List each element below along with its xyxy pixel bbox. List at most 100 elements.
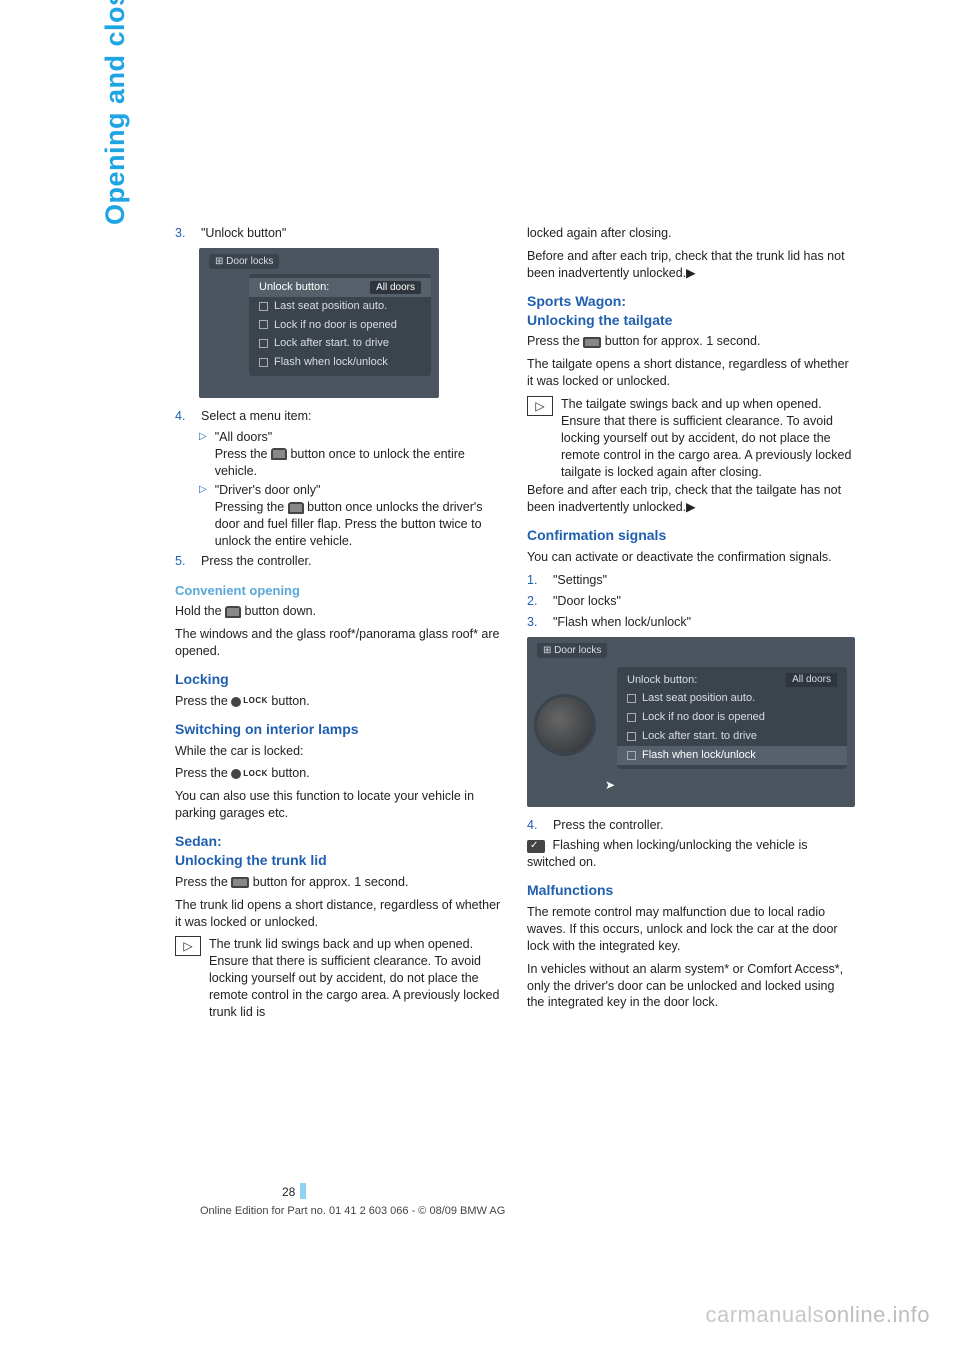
screenshot-tab: ⊞ Door locks [537, 643, 607, 659]
checkmark-icon [527, 840, 545, 853]
unlock-icon [225, 606, 241, 618]
step-text: "Flash when lock/unlock" [553, 614, 691, 631]
menu-row: Lock if no door is opened [617, 708, 847, 727]
step-4: 4.Press the controller. [527, 817, 855, 834]
watermark-part-b: online.info [824, 1302, 930, 1327]
page-number: 28 [282, 1185, 295, 1199]
screenshot-tab: ⊞ Door locks [209, 254, 279, 270]
end-mark-icon: ◀ [686, 265, 696, 282]
caution-icon: ▷ [527, 396, 553, 416]
text-fragment: Press the [215, 447, 271, 461]
body-text: The remote control may malfunction due t… [527, 904, 855, 955]
idrive-screenshot-1: ⊞ Door locks Unlock button: All doors La… [199, 248, 439, 398]
left-column: 3. "Unlock button" ⊞ Door locks Unlock b… [175, 225, 503, 1023]
heading-interior-lamps: Switching on interior lamps [175, 720, 503, 739]
step-1: 1. "Settings" [527, 572, 855, 589]
step-text: "Unlock button" [201, 225, 286, 242]
checkbox-icon [259, 320, 268, 329]
checkbox-icon [627, 694, 636, 703]
right-column: locked again after closing. Before and a… [527, 225, 855, 1023]
row-label: Unlock button: [259, 280, 329, 295]
checkbox-icon [259, 302, 268, 311]
text-fragment: button down. [241, 604, 316, 618]
screenshot-menu: Unlock button: All doors Last seat posit… [249, 274, 431, 376]
row-value: All doors [370, 281, 421, 295]
text-fragment: Before and after each trip, check that t… [527, 483, 841, 514]
heading-convenient-opening: Convenient opening [175, 582, 503, 600]
caution-icon: ▷ [175, 936, 201, 956]
bullet-drivers-door: ▷ "Driver's door only" Pressing the butt… [199, 482, 503, 550]
row-value: All doors [786, 673, 837, 687]
step-4: 4. Select a menu item: [175, 408, 503, 425]
page-content: 3. "Unlock button" ⊞ Door locks Unlock b… [175, 225, 855, 1023]
step-number: 4. [175, 408, 191, 425]
row-label: Unlock button: [627, 673, 697, 688]
lock-button-icon: LOCK [231, 769, 268, 780]
body-text: Before and after each trip, check that t… [527, 248, 855, 282]
text-fragment: button. [268, 694, 310, 708]
page-number-bar [300, 1183, 306, 1199]
body-text: The trunk lid opens a short distance, re… [175, 897, 503, 931]
menu-row: Last seat position auto. [617, 689, 847, 708]
bullet-body: "All doors" Press the button once to unl… [215, 429, 503, 480]
text-fragment: button for approx. 1 second. [249, 875, 408, 889]
lock-button-icon: LOCK [231, 696, 268, 707]
checkbox-icon [259, 339, 268, 348]
step-number: 1. [527, 572, 543, 589]
bullet-title: "Driver's door only" [215, 482, 503, 499]
text-fragment: Press the [175, 875, 231, 889]
step-number: 4. [527, 817, 543, 834]
bullet-body: "Driver's door only" Pressing the button… [215, 482, 503, 550]
lock-label: LOCK [243, 696, 268, 707]
body-text: You can also use this function to locate… [175, 788, 503, 822]
idrive-knob-icon [537, 697, 593, 753]
row-text: Flash when lock/unlock [274, 355, 388, 370]
step-2: 2. "Door locks" [527, 593, 855, 610]
heading-locking: Locking [175, 670, 503, 689]
tab-icon: ⊞ [215, 256, 223, 267]
unlock-icon [271, 448, 287, 460]
checkbox-icon [627, 713, 636, 722]
heading-malfunctions: Malfunctions [527, 881, 855, 900]
step-number: 3. [527, 614, 543, 631]
body-text: While the car is locked: [175, 743, 503, 760]
text-fragment: button. [268, 766, 310, 780]
row-text: Lock if no door is opened [642, 710, 765, 725]
body-text: In vehicles without an alarm system* or … [527, 961, 855, 1012]
step-text: "Settings" [553, 572, 607, 589]
text-fragment: Press the [175, 694, 231, 708]
menu-row: Lock if no door is opened [249, 316, 431, 335]
footer-text: Online Edition for Part no. 01 41 2 603 … [200, 1205, 505, 1217]
checkbox-icon [627, 732, 636, 741]
row-text: Flash when lock/unlock [642, 748, 756, 763]
body-text: Before and after each trip, check that t… [527, 482, 855, 516]
step-number: 2. [527, 593, 543, 610]
row-text: Lock after start. to drive [642, 729, 757, 744]
text-fragment: Flashing when locking/unlocking the vehi… [527, 838, 807, 869]
menu-row: Last seat position auto. [249, 297, 431, 316]
text-fragment: Press the [175, 766, 231, 780]
text-fragment: button for approx. 1 second. [601, 334, 760, 348]
step-text: "Door locks" [553, 593, 621, 610]
body-text: The windows and the glass roof*/panorama… [175, 626, 503, 660]
screenshot-menu: Unlock button: All doors Last seat posit… [617, 667, 847, 769]
menu-row: Unlock button: All doors [617, 671, 847, 690]
tab-icon: ⊞ [543, 645, 551, 656]
menu-row: Lock after start. to drive [617, 727, 847, 746]
body-text: The tailgate opens a short distance, reg… [527, 356, 855, 390]
lock-label: LOCK [243, 769, 268, 780]
menu-row-highlighted: Unlock button: All doors [249, 278, 431, 297]
step-text: Press the controller. [201, 553, 311, 570]
watermark-part-a: carmanuals [705, 1302, 824, 1327]
body-text: Press the LOCK button. [175, 765, 503, 782]
menu-row-highlighted: Flash when lock/unlock [617, 746, 847, 765]
caution-box: ▷ The tailgate swings back and up when o… [527, 396, 855, 480]
lock-dot-icon [231, 697, 241, 707]
pointer-arrow-icon: ➤ [605, 777, 615, 793]
unlock-icon [288, 502, 304, 514]
tab-label: Door locks [226, 256, 273, 267]
text-fragment: Hold the [175, 604, 225, 618]
tailgate-icon [583, 337, 601, 348]
step-5: 5. Press the controller. [175, 553, 503, 570]
heading-confirmation: Confirmation signals [527, 526, 855, 545]
